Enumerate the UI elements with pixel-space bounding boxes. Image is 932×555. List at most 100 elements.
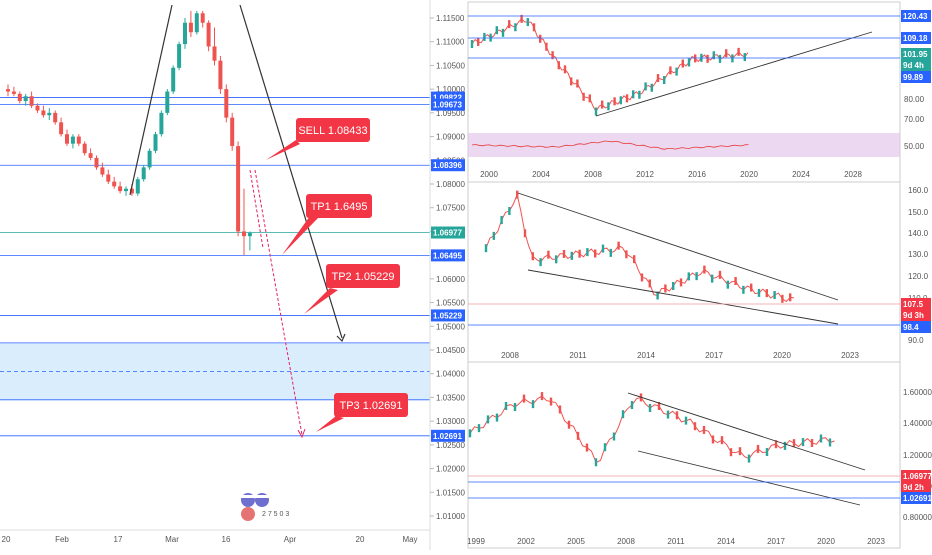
candle[interactable] (531, 400, 535, 409)
candle[interactable] (607, 102, 610, 111)
candle[interactable] (675, 411, 679, 420)
candle[interactable] (532, 23, 536, 32)
candle[interactable] (11, 86, 16, 97)
candle[interactable] (508, 206, 511, 215)
candle[interactable] (545, 42, 548, 51)
candle[interactable] (675, 67, 678, 76)
candle[interactable] (206, 20, 211, 52)
candle[interactable] (609, 248, 612, 257)
candle[interactable] (594, 249, 597, 258)
candle[interactable] (774, 440, 778, 449)
candle[interactable] (633, 255, 636, 264)
trend-line[interactable] (627, 392, 866, 471)
candle[interactable] (53, 110, 58, 125)
candle[interactable] (612, 432, 616, 441)
candle[interactable] (684, 416, 688, 425)
candle[interactable] (558, 405, 562, 414)
candle[interactable] (588, 94, 591, 103)
candle[interactable] (801, 438, 805, 447)
candle[interactable] (747, 454, 751, 463)
candle[interactable] (619, 96, 622, 105)
candle[interactable] (737, 47, 740, 56)
candle[interactable] (621, 410, 625, 419)
callout-sell[interactable]: SELL 1.08433 (266, 118, 370, 160)
candle[interactable] (648, 279, 651, 288)
candle[interactable] (165, 89, 170, 116)
candle[interactable] (625, 94, 629, 103)
candle[interactable] (718, 270, 722, 279)
candle[interactable] (124, 186, 128, 196)
candle[interactable] (224, 84, 229, 123)
candle[interactable] (570, 77, 573, 86)
candle[interactable] (570, 251, 573, 260)
candle[interactable] (183, 18, 187, 49)
candle[interactable] (789, 293, 792, 302)
candle[interactable] (495, 26, 498, 35)
candle[interactable] (100, 162, 105, 177)
trend-line[interactable] (637, 450, 861, 506)
candle[interactable] (540, 392, 544, 401)
candle[interactable] (720, 436, 724, 445)
candle[interactable] (477, 424, 481, 433)
projection-line-1[interactable] (249, 169, 264, 249)
candle[interactable] (594, 458, 598, 467)
candle[interactable] (520, 14, 523, 23)
candle[interactable] (495, 413, 499, 422)
candle[interactable] (563, 65, 567, 74)
candle[interactable] (468, 429, 472, 438)
candle[interactable] (106, 169, 111, 184)
candle[interactable] (522, 394, 526, 403)
candle[interactable] (567, 420, 571, 429)
candle[interactable] (644, 82, 647, 91)
candle[interactable] (694, 54, 697, 63)
candle[interactable] (742, 285, 745, 294)
candle[interactable] (513, 402, 517, 411)
main-y-axis[interactable]: 1.11500 1.11000 1.10500 1.10000 1.09500 1.090… (429, 0, 465, 550)
candle[interactable] (792, 439, 796, 448)
candle[interactable] (640, 273, 644, 282)
candle[interactable] (118, 181, 123, 194)
candle[interactable] (523, 229, 527, 238)
candle[interactable] (504, 401, 508, 410)
callout-tp2[interactable]: TP2 1.05229 (304, 264, 400, 314)
candle[interactable] (734, 276, 737, 285)
candle[interactable] (514, 23, 517, 32)
candle[interactable] (617, 241, 620, 250)
candle[interactable] (601, 244, 605, 253)
candle[interactable] (702, 425, 706, 434)
panel-top-right[interactable]: 2000 2004 2008 2012 2016 2020 2024 2028 80.00 70.… (467, 1, 931, 183)
candle[interactable] (711, 274, 714, 283)
candle[interactable] (47, 108, 52, 120)
candle[interactable] (650, 83, 653, 92)
candle[interactable] (492, 231, 495, 240)
candle[interactable] (648, 403, 652, 412)
candle[interactable] (613, 97, 616, 106)
candle[interactable] (725, 49, 728, 58)
candle[interactable] (582, 92, 585, 101)
candle[interactable] (500, 216, 503, 225)
candle[interactable] (757, 288, 761, 297)
candle[interactable] (6, 84, 10, 97)
candle[interactable] (625, 250, 628, 259)
candle[interactable] (576, 79, 579, 88)
candle[interactable] (17, 91, 22, 104)
callout-tp3[interactable]: TP3 1.02691 (316, 393, 408, 432)
candle[interactable] (578, 249, 581, 258)
candle[interactable] (756, 444, 760, 453)
panel-bottom-right[interactable]: 1999 2002 2005 2008 2011 2014 2017 2020 2023 1.60… (467, 361, 932, 549)
candle[interactable] (711, 435, 715, 444)
candle[interactable] (664, 284, 667, 293)
candle[interactable] (483, 32, 486, 41)
candle[interactable] (555, 255, 558, 264)
candle[interactable] (194, 10, 199, 35)
candle[interactable] (188, 10, 193, 37)
candle[interactable] (470, 40, 474, 48)
candle[interactable] (59, 117, 64, 137)
candle[interactable] (687, 58, 691, 67)
candle[interactable] (656, 291, 659, 300)
candle[interactable] (539, 34, 542, 43)
trend-line[interactable] (595, 31, 873, 117)
candle[interactable] (88, 148, 93, 161)
candle[interactable] (29, 91, 34, 109)
candle[interactable] (656, 74, 660, 83)
